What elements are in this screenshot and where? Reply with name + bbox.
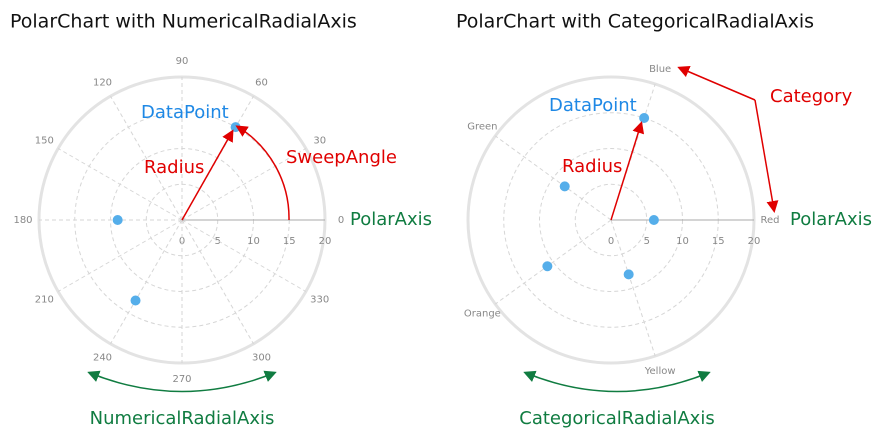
angle-tick-label: 0 [338,215,344,226]
radial-grid-line [495,135,612,221]
category-arrow [677,66,756,101]
radial-grid-line [57,148,183,221]
angle-tick-label: 90 [176,56,189,67]
annotation: PolarAxis [790,209,872,230]
chart-title: PolarChart with NumericalRadialAxis [10,11,357,33]
data-point [648,215,659,225]
angle-tick-label: 30 [313,136,326,147]
annotation: DataPoint [141,102,229,123]
charts: 0510152003060901201501802102402703003300… [13,56,779,385]
data-point [559,181,570,192]
r-tick-label: 20 [319,236,332,247]
radius-arrow [181,129,234,221]
r-tick-label: 15 [712,236,725,247]
angle-tick-label: 330 [310,295,329,306]
r-tick-label: 5 [215,236,221,247]
r-tick-label: 10 [676,236,689,247]
chart-title: PolarChart with CategoricalRadialAxis [456,11,814,33]
annotation: CategoricalRadialAxis [519,408,714,429]
annotation: PolarAxis [350,209,432,230]
annotation: Radius [562,156,622,177]
angle-tick-label: 240 [93,353,112,364]
radial-grid-line [57,219,183,292]
angle-tick-label: 270 [172,374,191,385]
angle-tick-label: 120 [93,77,112,88]
angle-tick-label: Yellow [644,366,676,377]
angle-tick-label: Red [761,215,780,226]
data-point [639,112,650,123]
r-tick-label: 15 [283,236,296,247]
radial-grid-line [181,219,254,345]
data-point [112,215,123,225]
category-arrow [754,99,779,213]
angle-tick-label: Green [467,122,497,133]
radius-arrow [610,121,645,221]
r-tick-label: 0 [608,236,614,247]
angle-tick-label: 300 [252,353,271,364]
radial-grid-line [110,95,183,221]
annotation: Category [770,86,853,107]
r-tick-label: 5 [644,236,650,247]
angle-tick-label: 180 [13,215,32,226]
radial-axis-arrow [87,370,277,393]
radial-grid-line [110,219,183,345]
annotation: SweepAngle [286,147,397,168]
angle-tick-label: 60 [255,77,268,88]
angle-tick-label: Blue [649,64,671,75]
r-tick-label: 20 [748,236,761,247]
annotation: DataPoint [549,95,637,116]
annotation: NumericalRadialAxis [90,408,275,429]
angle-tick-label: Orange [464,308,501,319]
data-point [623,269,634,280]
radial-grid-line [495,219,612,305]
radial-axis-arrow [523,370,711,393]
annotations: PolarChart with NumericalRadialAxis Pola… [10,11,872,430]
data-point [542,261,553,272]
radial-grid-line [181,148,307,221]
angle-tick-label: 210 [35,295,54,306]
radial-grid-line [181,219,307,292]
annotation: Radius [144,157,204,178]
angle-tick-label: 150 [35,136,54,147]
radial-grid-line [610,219,656,357]
sweep-arrow [235,125,290,221]
r-tick-label: 10 [247,236,260,247]
data-point [130,295,141,306]
